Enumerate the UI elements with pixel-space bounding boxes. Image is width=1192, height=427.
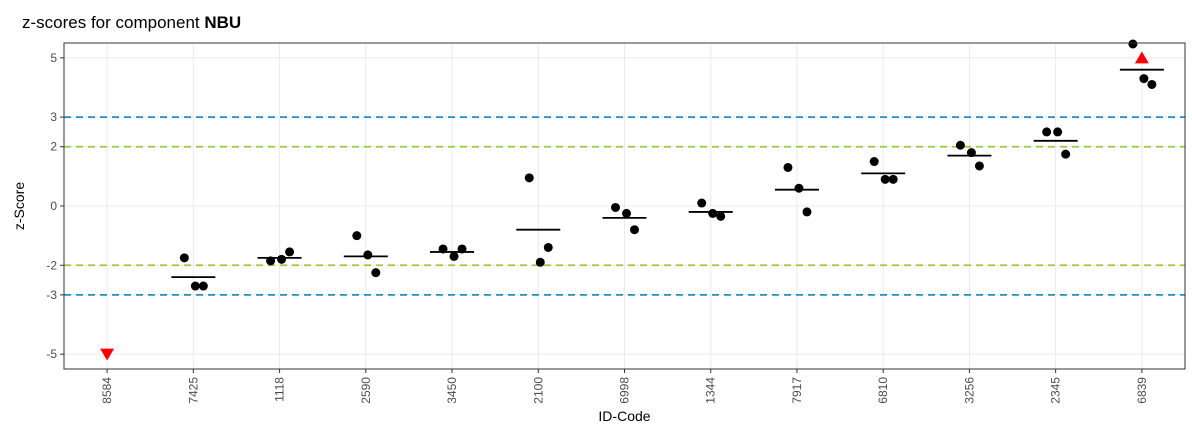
data-point <box>285 247 295 257</box>
data-point <box>1042 127 1052 137</box>
data-point <box>190 281 200 291</box>
y-tick-label: 3 <box>50 110 57 124</box>
data-point <box>611 202 620 212</box>
y-tick-label: 5 <box>50 51 57 65</box>
data-point <box>1128 39 1138 49</box>
chart-title: z-scores for component NBU <box>22 13 241 32</box>
grid-lines <box>64 43 1185 369</box>
data-point <box>457 244 467 254</box>
y-tick-label: 2 <box>50 140 57 154</box>
x-tick-label: 6839 <box>1135 377 1149 404</box>
data-point <box>794 183 804 193</box>
out-of-range-marker <box>100 348 115 361</box>
data-point <box>888 174 898 184</box>
data-point <box>966 148 976 158</box>
x-axis-ticks: 8584 7425 1118 2590 3450 2100 6998 1344 7917 6810… <box>100 369 1149 404</box>
data-point <box>1053 127 1063 137</box>
y-tick-label: 0 <box>50 199 57 213</box>
data-point <box>524 173 534 183</box>
out-of-range-markers <box>100 51 1149 361</box>
x-tick-label: 2590 <box>359 377 373 404</box>
x-tick-label: 1118 <box>273 377 287 402</box>
data-point <box>630 225 639 235</box>
y-tick-label: -3 <box>46 288 57 302</box>
data-point <box>783 162 793 172</box>
x-tick-label: 7917 <box>790 377 804 404</box>
data-point <box>697 198 707 208</box>
data-point <box>802 207 812 217</box>
data-point <box>438 244 448 254</box>
x-tick-label: 7425 <box>186 377 200 404</box>
x-tick-label: 2100 <box>531 377 545 404</box>
reference-lines <box>64 116 1185 296</box>
data-point <box>1139 74 1149 84</box>
x-tick-label: 1344 <box>704 377 718 404</box>
x-tick-label: 3450 <box>445 377 459 404</box>
data-point <box>543 242 553 252</box>
x-tick-label: 3256 <box>962 377 976 404</box>
y-axis-ticks: -5 -3 -2 0 2 3 5 <box>46 51 64 361</box>
data-point <box>535 257 545 267</box>
data-point <box>363 250 373 260</box>
data-point <box>277 254 287 264</box>
data-point <box>869 157 879 167</box>
x-tick-label: 8584 <box>100 377 114 404</box>
out-of-range-marker <box>1134 51 1149 64</box>
y-tick-label: -5 <box>46 347 57 361</box>
data-point <box>708 208 718 218</box>
mean-lines <box>171 68 1164 279</box>
data-point <box>449 251 459 261</box>
data-point <box>352 231 362 241</box>
y-tick-label: -2 <box>46 258 57 272</box>
data-point <box>955 140 965 150</box>
chart-title-component: NBU <box>204 13 241 32</box>
data-point <box>1147 79 1157 89</box>
y-axis-title: z-Score <box>11 182 27 230</box>
data-point <box>371 268 381 278</box>
data-point <box>622 208 631 218</box>
data-point <box>974 161 984 171</box>
x-tick-label: 2345 <box>1049 377 1063 404</box>
x-axis-title: ID-Code <box>598 408 650 424</box>
data-point <box>266 256 276 266</box>
x-tick-label: 6998 <box>618 377 632 404</box>
x-tick-label: 6810 <box>876 377 890 404</box>
data-point <box>198 281 208 291</box>
data-point <box>880 174 890 184</box>
data-points <box>179 39 1157 291</box>
data-point <box>716 211 726 221</box>
data-point <box>179 253 189 263</box>
chart-title-prefix: z-scores for component <box>22 13 204 32</box>
data-point <box>1061 149 1071 159</box>
